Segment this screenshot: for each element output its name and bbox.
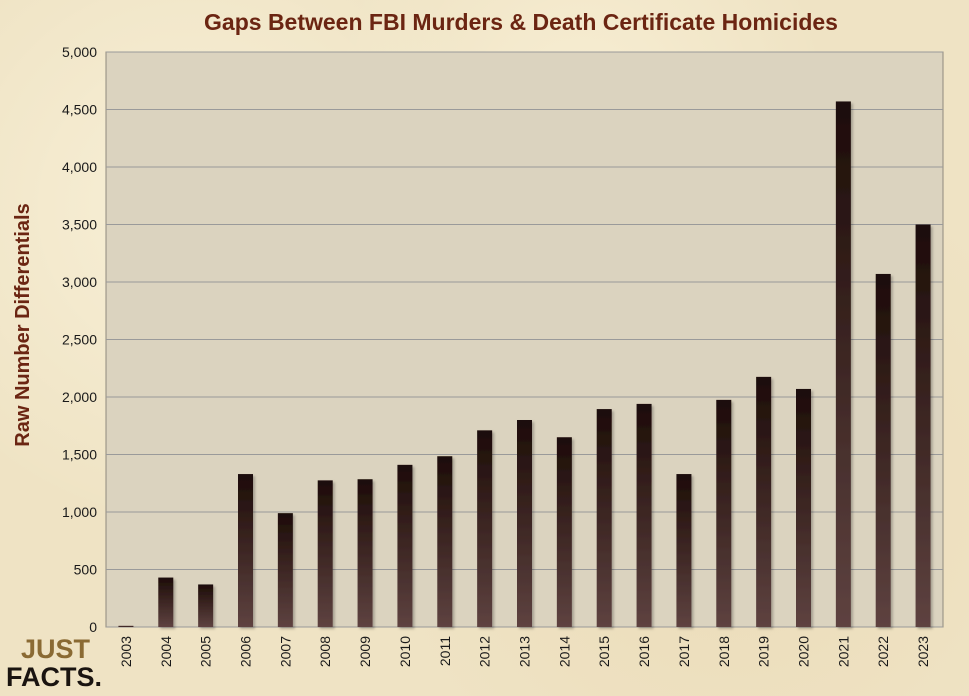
y-tick-label: 4,500 (62, 102, 97, 118)
x-tick-label: 2010 (397, 636, 413, 667)
x-tick-label: 2017 (676, 636, 692, 667)
chart-title: Gaps Between FBI Murders & Death Certifi… (204, 9, 838, 35)
x-tick-label: 2014 (556, 636, 572, 667)
y-tick-label: 1,000 (62, 504, 97, 520)
x-tick-label: 2009 (357, 636, 373, 667)
bar-2009 (357, 479, 373, 627)
bar-2013 (517, 420, 532, 627)
bar-2023 (915, 224, 931, 627)
bars (118, 101, 931, 627)
bar-2015 (596, 409, 612, 627)
just-facts-logo: JUST FACTS. (6, 634, 102, 692)
y-tick-label: 2,500 (62, 332, 97, 348)
x-tick-label: 2005 (198, 636, 214, 667)
bar-2007 (277, 513, 293, 627)
bar-2017 (676, 474, 692, 627)
x-tick-label: 2011 (437, 636, 453, 666)
x-tick-label: 2012 (477, 636, 493, 667)
y-tick-label: 500 (74, 562, 98, 578)
bar-2008 (317, 480, 333, 627)
bar-2012 (477, 430, 493, 627)
x-tick-label: 2023 (915, 636, 931, 667)
y-tick-label: 0 (89, 619, 97, 635)
bar-2006 (238, 474, 253, 627)
y-axis-label: Raw Number Differentials (12, 203, 34, 446)
bar-2003 (118, 625, 134, 627)
x-tick-label: 2020 (796, 636, 812, 667)
x-tick-label: 2008 (317, 636, 333, 667)
x-tick-label: 2004 (158, 636, 174, 667)
bar-2005 (198, 584, 214, 627)
x-tick-label: 2015 (596, 636, 612, 667)
y-tick-label: 1,500 (62, 447, 97, 463)
bar-2019 (756, 376, 772, 627)
x-tick-label: 2016 (636, 636, 652, 667)
x-tick-label: 2013 (517, 636, 533, 667)
x-axis-ticks: 2003 2004 2005 2006 2007 2008 2009 2010 2011 2012… (118, 636, 931, 667)
y-tick-label: 3,000 (62, 274, 97, 290)
bar-2010 (397, 464, 413, 627)
y-tick-label: 4,000 (62, 159, 97, 175)
bar-2004 (158, 577, 174, 627)
bar-2022 (875, 273, 891, 627)
x-tick-label: 2006 (238, 636, 254, 667)
bar-2020 (796, 388, 811, 627)
y-tick-label: 3,500 (62, 217, 97, 233)
x-tick-label: 2018 (716, 636, 732, 667)
y-tick-label: 2,000 (62, 389, 97, 405)
y-tick-label: 5,000 (62, 44, 97, 60)
x-tick-label: 2021 (835, 636, 851, 667)
x-tick-label: 2019 (756, 636, 772, 667)
logo-line-just: JUST (21, 634, 91, 664)
bar-2018 (716, 399, 732, 627)
bar-2016 (636, 403, 652, 627)
x-tick-label: 2003 (118, 636, 134, 667)
x-tick-label: 2022 (875, 636, 891, 667)
bar-2011 (437, 456, 453, 627)
x-tick-label: 2007 (277, 636, 293, 667)
logo-line-facts: FACTS. (6, 662, 102, 692)
y-axis-ticks: 0 500 1,000 1,500 2,000 2,500 3,000 3,500 4,000 4… (62, 44, 97, 635)
bar-2014 (556, 437, 572, 627)
bar-2021 (835, 101, 851, 627)
